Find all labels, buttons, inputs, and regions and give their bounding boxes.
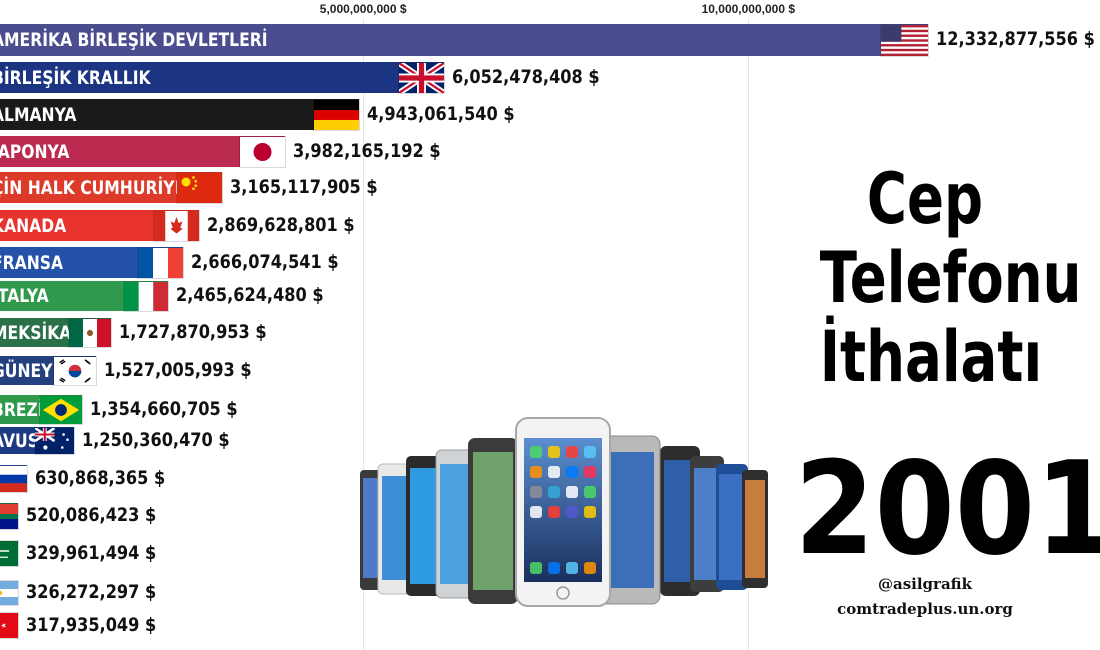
title-line: Cep — [866, 158, 984, 240]
gridline — [748, 18, 750, 650]
germany-flag-icon — [313, 99, 359, 130]
bar: ALMANYA — [0, 99, 359, 130]
value-label: 1,527,005,993 $ — [103, 358, 252, 381]
value-label: 3,165,117,905 $ — [229, 175, 378, 198]
south-africa-flag-icon — [0, 503, 19, 529]
phone-row-back — [360, 435, 768, 605]
bar-label: FRANSA — [0, 251, 64, 274]
title-line: Telefonu — [819, 237, 1082, 319]
value-label: 1,727,870,953 $ — [119, 320, 267, 343]
value-label: 520,086,423 $ — [26, 504, 157, 526]
value-label: 326,272,297 $ — [26, 581, 157, 603]
value-label: 2,869,628,801 $ — [207, 213, 355, 236]
value-label: 329,961,494 $ — [26, 541, 157, 564]
bar-label: JAPONYA — [0, 140, 70, 163]
turkey-flag-icon — [0, 613, 18, 638]
phone-front — [515, 417, 611, 607]
value-label: 2,666,074,541 $ — [191, 250, 340, 273]
argentina-flag-icon — [0, 581, 18, 605]
title-line: İthalatı — [819, 316, 1043, 398]
value-label: 6,052,478,408 $ — [452, 65, 600, 88]
bar-label: İTALYA — [0, 285, 49, 307]
saudi-flag-icon — [0, 541, 18, 566]
russia-flag-icon — [0, 465, 27, 492]
bar: AMERİKA BİRLEŞİK DEVLETLERİ — [0, 24, 928, 56]
axis-tick-label: 10,000,000,000 $ — [701, 2, 796, 16]
bar-label: BİRLEŞİK KRALLIK — [0, 66, 151, 89]
value-label: 3,982,165,192 $ — [292, 139, 441, 162]
usa-flag-icon — [881, 24, 928, 56]
mexico-flag-icon — [69, 318, 112, 347]
smartphones-illustration — [360, 417, 768, 607]
japan-flag-icon — [239, 136, 285, 167]
bar-label: ÇİN HALK CUMHURİYETİ — [0, 176, 202, 199]
bar: BİRLEŞİK KRALLIK — [0, 62, 445, 93]
value-label: 12,332,877,556 $ — [936, 28, 1095, 50]
canada-flag-icon — [154, 210, 200, 241]
chart-title: Cep Telefonu İthalatı — [819, 158, 1082, 398]
bar-label: ALMANYA — [0, 103, 77, 126]
bar-label: MEKSİKA — [0, 321, 72, 344]
value-label: 1,354,660,705 $ — [90, 397, 238, 420]
gridline — [363, 18, 365, 650]
italy-flag-icon — [123, 281, 168, 311]
france-flag-icon — [138, 247, 184, 278]
bar-label: AMERİKA BİRLEŞİK DEVLETLERİ — [0, 29, 268, 51]
author-handle: @asilgrafik — [878, 575, 972, 593]
china-flag-icon — [176, 172, 222, 203]
uk-flag-icon — [399, 62, 445, 93]
south-korea-flag-icon — [53, 356, 96, 385]
value-label: 2,465,624,480 $ — [175, 284, 324, 306]
bar: JAPONYA — [0, 136, 285, 167]
axis-tick-label: 5,000,000,000 $ — [319, 2, 407, 16]
data-source: comtradeplus.un.org — [837, 600, 1013, 618]
bar-label: KANADA — [0, 214, 67, 237]
brazil-flag-icon — [40, 395, 83, 424]
value-label: 630,868,365 $ — [34, 466, 165, 489]
value-label: 1,250,360,470 $ — [82, 428, 230, 451]
year-label: 2001 — [794, 435, 1100, 584]
value-label: 4,943,061,540 $ — [366, 102, 515, 125]
australia-flag-icon — [35, 427, 75, 454]
value-label: 317,935,049 $ — [26, 613, 157, 636]
